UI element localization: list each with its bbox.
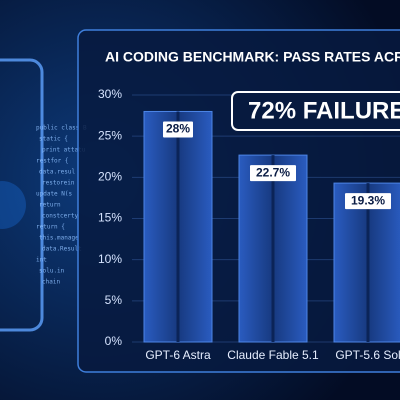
x-tick-label: GPT-5.6 Sol xyxy=(335,348,400,362)
y-tick-label: 30% xyxy=(98,87,122,101)
phone-outline xyxy=(0,58,44,332)
code-line: constcerty xyxy=(42,213,79,220)
y-tick-label: 25% xyxy=(98,128,122,142)
value-label: 22.7% xyxy=(256,165,290,179)
value-label-box xyxy=(250,165,296,182)
code-line: print attatu xyxy=(42,147,86,154)
y-tick-label: 0% xyxy=(105,334,123,348)
code-lines: public class B static { print attatu restfo… xyxy=(36,125,87,286)
x-tick-label: Claude Fable 5.1 xyxy=(227,348,319,362)
code-line: static { xyxy=(39,136,68,143)
code-line: update N(s xyxy=(36,191,73,198)
y-tick-label: 15% xyxy=(98,211,122,225)
code-line: public class B xyxy=(36,125,87,132)
code-line: chain xyxy=(42,279,60,286)
code-line: this.manage xyxy=(39,235,79,242)
annotation-box xyxy=(231,91,400,131)
annotation: 72% FAILURE xyxy=(248,97,400,124)
code-line: int xyxy=(36,257,47,264)
y-tick-label: 5% xyxy=(105,293,123,307)
code-line: restfor { xyxy=(36,158,69,165)
value-label: 28% xyxy=(166,122,190,136)
y-tick-label: 10% xyxy=(98,252,122,266)
value-label-box xyxy=(163,121,193,138)
value-label: 19.3% xyxy=(351,193,385,207)
x-tick-label: GPT-6 Astra xyxy=(145,348,211,362)
glow xyxy=(0,181,26,229)
value-label-box xyxy=(345,193,391,210)
chart-title: AI CODING BENCHMARK: PASS RATES ACROSS xyxy=(105,49,400,65)
code-line: solu.in xyxy=(39,268,65,275)
code-line: return { xyxy=(36,224,65,231)
code-line: restorein xyxy=(42,180,75,187)
y-tick-label: 20% xyxy=(98,170,122,184)
code-line: return xyxy=(39,202,61,209)
plot: 0% 5% 10% 15% 20% 25% 30% 28% GPT-6 Astra 22.7% Cl… xyxy=(98,87,400,362)
code-line: data.Result xyxy=(42,246,82,253)
code-line: data.resul xyxy=(39,169,76,176)
